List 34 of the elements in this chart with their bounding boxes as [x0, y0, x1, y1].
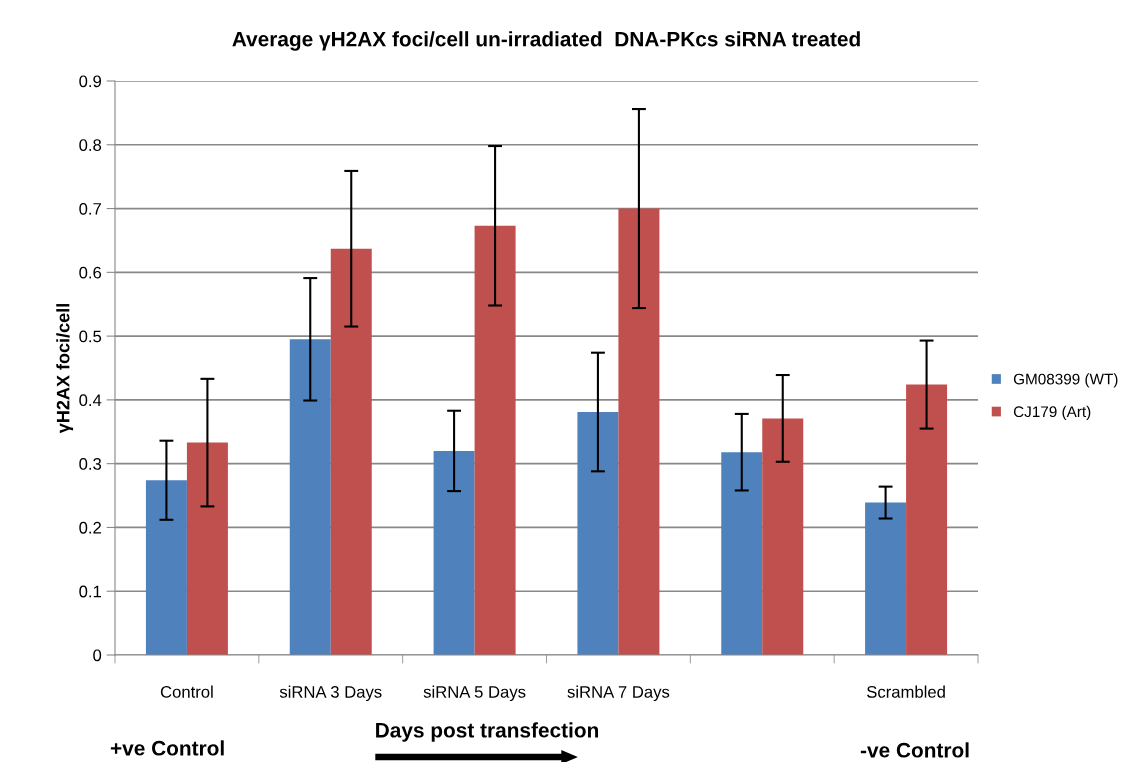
- y-tick-label: 0.3: [79, 458, 102, 470]
- bar: [762, 418, 804, 655]
- chart-title: Average γH2AX foci/cell un-irradiated DNA-PKcs siRNA treated: [232, 31, 860, 51]
- bar: [865, 502, 907, 655]
- bar: [330, 248, 372, 655]
- y-axis-title: γH2AX foci/cell: [56, 304, 74, 434]
- y-tick-label: 0.5: [79, 330, 102, 343]
- x-tick-label: Scrambled: [867, 685, 945, 698]
- text: -ve Control: [860, 742, 969, 758]
- y-tick-label: 0: [93, 649, 102, 662]
- text: +ve Control: [110, 740, 224, 756]
- legend-label: CJ179 (Art): [1013, 405, 1091, 421]
- bar: [289, 339, 331, 655]
- y-tick-label: 0.9: [79, 75, 102, 88]
- y-tick-label: 0.7: [79, 202, 101, 215]
- x-tick-label: siRNA 7 Days: [567, 685, 670, 702]
- legend-label: GM08399 (WT): [1013, 373, 1118, 388]
- y-tick-label: 0.6: [79, 266, 102, 279]
- bar: [906, 384, 948, 655]
- bar: [618, 208, 660, 655]
- bar: [186, 442, 228, 655]
- bar: [433, 450, 475, 655]
- bar: [145, 480, 187, 655]
- y-tick-label: 0.4: [79, 394, 102, 407]
- bar: [721, 452, 763, 655]
- x-tick-label: siRNA 3 Days: [279, 685, 382, 702]
- text: Days post transfection: [376, 722, 599, 742]
- x-tick-label: siRNA 5 Days: [423, 685, 526, 702]
- y-tick-label: 0.1: [79, 585, 101, 598]
- y-tick-label: 0.2: [79, 521, 101, 534]
- bar: [474, 225, 516, 655]
- bar: [577, 412, 619, 655]
- x-tick-label: Control: [160, 685, 213, 698]
- y-tick-label: 0.8: [79, 139, 102, 151]
